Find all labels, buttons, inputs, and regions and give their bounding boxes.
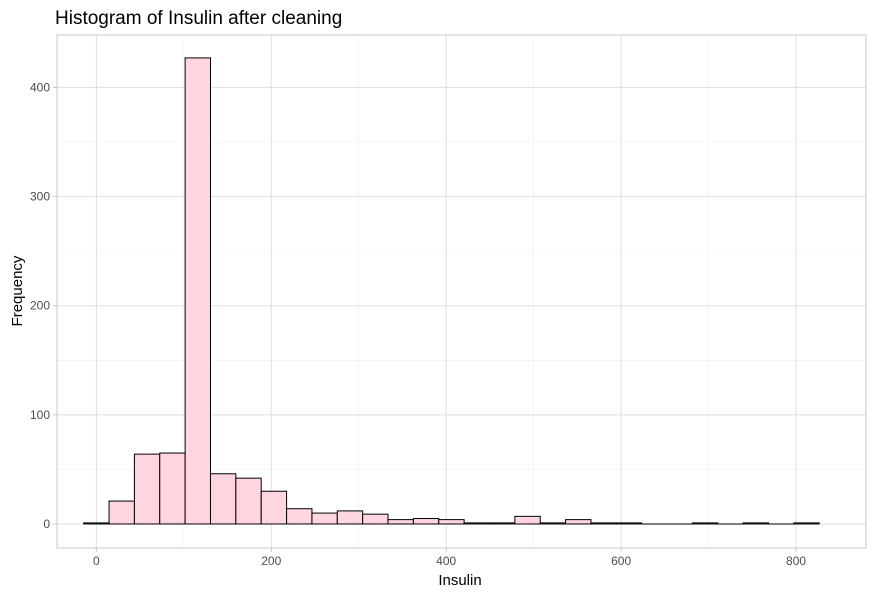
x-tick-label: 200 <box>261 554 281 568</box>
axis-ticks: 0 200 400 600 800 0 100 200 300 400 <box>30 80 806 568</box>
histogram-bar-5 <box>209 473 237 525</box>
chart-title: Histogram of Insulin after cleaning <box>55 8 342 29</box>
histogram-bar-16 <box>488 522 516 525</box>
histogram-bar-15 <box>463 522 490 525</box>
histogram-bar-14 <box>438 519 465 525</box>
histogram-bar-13 <box>412 518 440 525</box>
histogram-bar-8 <box>286 508 313 525</box>
histogram-bar-17 <box>514 515 541 525</box>
histogram-bar-24 <box>691 522 719 525</box>
x-axis-title: Insulin <box>438 572 481 589</box>
histogram-bar-1 <box>108 500 135 525</box>
y-tick-label: 100 <box>30 408 50 422</box>
histogram-bar-7 <box>260 490 288 525</box>
histogram-bar-20 <box>590 522 617 525</box>
histogram-bar-26 <box>742 522 769 525</box>
histogram-bar-2 <box>133 453 161 525</box>
histogram-bar-3 <box>159 452 186 525</box>
histogram-bar-11 <box>362 513 389 525</box>
y-tick-label: 300 <box>30 190 50 204</box>
histogram-bar-0 <box>83 522 110 525</box>
y-tick-label: 0 <box>43 517 50 531</box>
y-axis-title: Frequency <box>9 255 26 326</box>
x-tick-label: 400 <box>436 554 456 568</box>
y-tick-label: 200 <box>30 299 50 313</box>
panel-border <box>56 34 867 549</box>
histogram-bar-19 <box>565 519 592 525</box>
histogram-bar-9 <box>311 512 338 525</box>
histogram-bars <box>83 57 820 525</box>
histogram-bar-28 <box>793 522 820 525</box>
x-tick-label: 600 <box>611 554 631 568</box>
x-tick-label: 0 <box>93 554 100 568</box>
histogram-bar-10 <box>336 510 364 525</box>
histogram-bar-6 <box>235 477 262 525</box>
histogram-bar-12 <box>387 519 414 525</box>
histogram-bar-21 <box>615 522 643 525</box>
x-tick-label: 800 <box>786 554 806 568</box>
y-tick-label: 400 <box>30 80 50 94</box>
histogram-bar-4 <box>184 57 211 525</box>
histogram-bar-18 <box>539 522 567 525</box>
